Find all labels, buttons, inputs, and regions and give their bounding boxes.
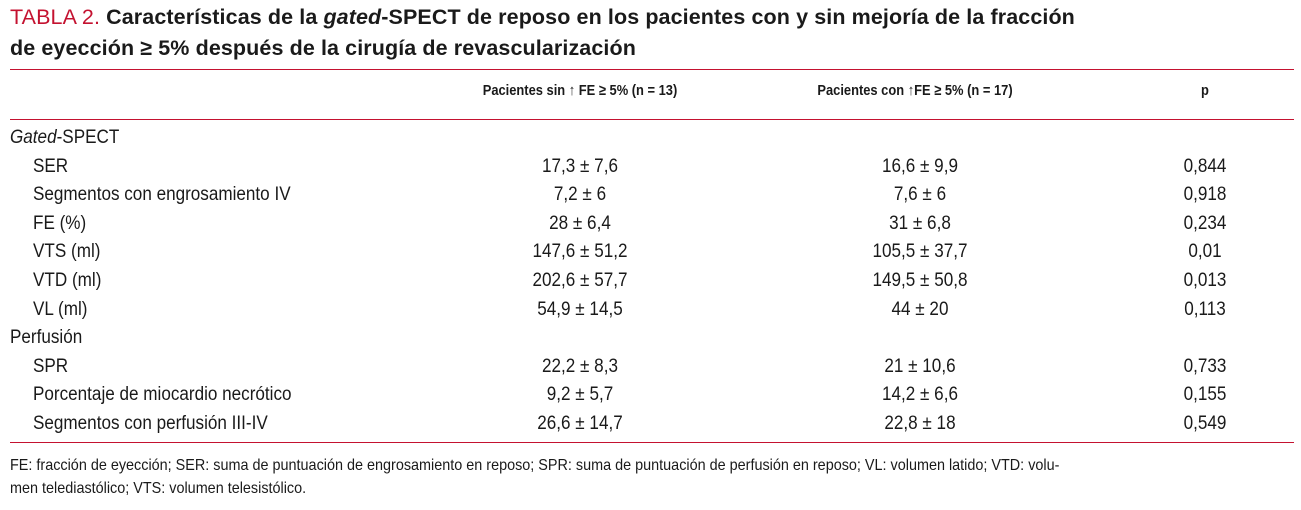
- table-row: Segmentos con perfusión III-IV 26,6 ± 14,…: [0, 410, 1301, 438]
- section-row: Gated-SPECT: [0, 124, 1301, 152]
- table-row: VTD (ml) 202,6 ± 57,7 149,5 ± 50,8 0,013: [0, 267, 1301, 295]
- title-line-1: TABLA 2. Características de la gated-SPE…: [10, 5, 1075, 29]
- header-col-without-improvement: Pacientes sin ↑ FE ≥ 5% (n = 13): [482, 82, 678, 99]
- table-row: VL (ml) 54,9 ± 14,5 44 ± 20 0,113: [0, 296, 1301, 324]
- value-with-improvement: 16,6 ± 9,9: [882, 155, 958, 177]
- table-number: TABLA 2.: [10, 5, 101, 29]
- value-without-improvement: 54,9 ± 14,5: [537, 298, 623, 320]
- row-label: Porcentaje de miocardio necrótico: [33, 384, 292, 406]
- title-line-2: de eyección ≥ 5% después de la cirugía d…: [10, 36, 636, 60]
- header-col-p: p: [1201, 82, 1209, 99]
- row-label: Segmentos con engrosamiento IV: [33, 184, 291, 206]
- row-label: VTS (ml): [33, 241, 101, 263]
- value-with-improvement: 105,5 ± 37,7: [872, 241, 968, 263]
- value-with-improvement: 7,6 ± 6: [893, 184, 947, 206]
- table-row: SPR 22,2 ± 8,3 21 ± 10,6 0,733: [0, 353, 1301, 381]
- section-row: Perfusión: [0, 324, 1301, 352]
- row-label: VTD (ml): [33, 270, 102, 291]
- value-without-improvement: 28 ± 6,4: [549, 212, 611, 234]
- p-value: 0,733: [1183, 355, 1227, 377]
- value-without-improvement: 17,3 ± 7,6: [542, 155, 618, 177]
- table-row: Segmentos con engrosamiento IV 7,2 ± 6 7,6…: [0, 181, 1301, 209]
- footnote-line-1: FE: fracción de eyección; SER: suma de p…: [10, 457, 1060, 474]
- top-rule: [10, 69, 1294, 70]
- value-with-improvement: 21 ± 10,6: [884, 355, 956, 377]
- p-value: 0,013: [1183, 270, 1227, 291]
- value-without-improvement: 26,6 ± 14,7: [537, 413, 623, 434]
- value-without-improvement: 7,2 ± 6: [553, 184, 607, 206]
- p-value: 0,155: [1183, 384, 1227, 406]
- row-label: SER: [33, 155, 69, 177]
- table-row: Porcentaje de miocardio necrótico 9,2 ± 5…: [0, 381, 1301, 409]
- row-label: VL (ml): [33, 298, 88, 320]
- p-value: 0,113: [1184, 298, 1226, 320]
- table-row: VTS (ml) 147,6 ± 51,2 105,5 ± 37,7 0,01: [0, 238, 1301, 266]
- row-label: SPR: [33, 355, 69, 377]
- p-value: 0,844: [1183, 155, 1227, 177]
- value-with-improvement: 31 ± 6,8: [889, 212, 951, 234]
- p-value: 0,549: [1183, 413, 1227, 434]
- value-without-improvement: 22,2 ± 8,3: [542, 355, 618, 377]
- value-without-improvement: 147,6 ± 51,2: [532, 241, 628, 263]
- footnote: FE: fracción de eyección; SER: suma de p…: [10, 454, 1171, 500]
- table-title: TABLA 2. Características de la gated-SPE…: [10, 2, 1280, 64]
- row-label: FE (%): [33, 212, 87, 234]
- p-value: 0,234: [1183, 212, 1227, 234]
- header-col-with-improvement: Pacientes con ↑FE ≥ 5% (n = 17): [817, 82, 1013, 99]
- value-with-improvement: 14,2 ± 6,6: [882, 384, 958, 406]
- value-with-improvement: 22,8 ± 18: [884, 413, 956, 434]
- section-title: Perfusión: [10, 327, 83, 349]
- footnote-line-2: men telediastólico; VTS: volumen telesis…: [10, 480, 307, 497]
- header-rule: [10, 119, 1294, 120]
- table-row: SER 17,3 ± 7,6 16,6 ± 9,9 0,844: [0, 153, 1301, 181]
- value-without-improvement: 202,6 ± 57,7: [532, 270, 628, 291]
- p-value: 0,01: [1188, 241, 1222, 263]
- value-without-improvement: 9,2 ± 5,7: [546, 384, 614, 406]
- value-with-improvement: 149,5 ± 50,8: [872, 270, 968, 291]
- value-with-improvement: 44 ± 20: [891, 298, 949, 320]
- section-title: Gated-SPECT: [10, 127, 120, 148]
- p-value: 0,918: [1183, 184, 1227, 206]
- bottom-rule: [10, 442, 1294, 443]
- row-label: Segmentos con perfusión III-IV: [33, 413, 268, 434]
- table-row: FE (%) 28 ± 6,4 31 ± 6,8 0,234: [0, 210, 1301, 238]
